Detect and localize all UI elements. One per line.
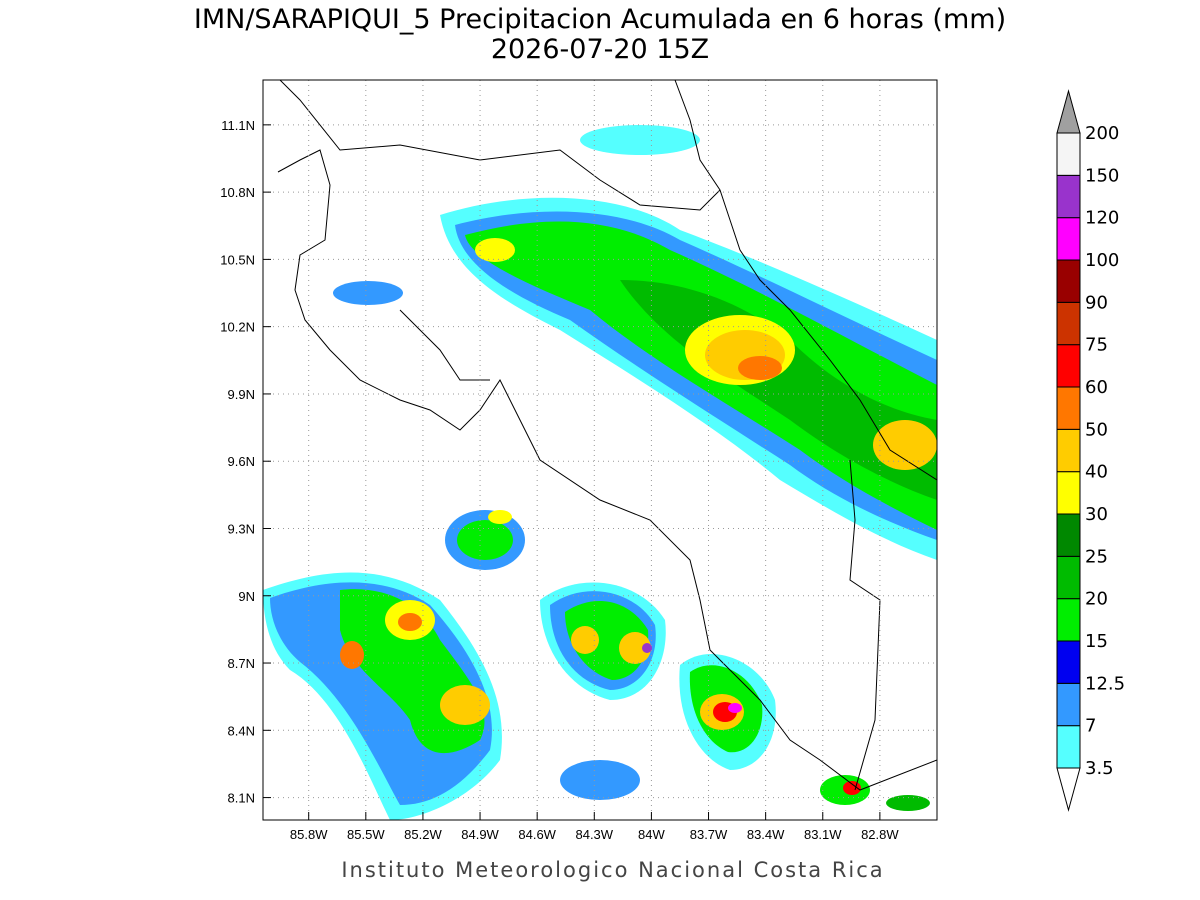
coastlines: [277, 80, 937, 791]
colorbar-label: 20: [1085, 589, 1108, 610]
lat-tick-label: 9.3N: [228, 521, 255, 536]
lat-tick-label: 10.8N: [220, 185, 255, 200]
colorbar: 3.5 7 12.5 15 20 25 30 40 50 60 75 90 100 120 150 200: [1056, 89, 1125, 812]
title: IMN/SARAPIQUI_5 Precipitacion Acumulada …: [194, 4, 1006, 35]
colorbar-bin: [1056, 344, 1081, 388]
lat-tick-label: 9N: [238, 589, 255, 604]
lon-tick-label: 84W: [638, 827, 665, 842]
colorbar-label: 90: [1085, 292, 1108, 313]
footer: Instituto Meteorologico Nacional Costa R…: [341, 858, 884, 882]
lon-tick-label: 84.9W: [461, 827, 499, 842]
northern-border: [279, 80, 721, 211]
colorbar-label: 120: [1085, 208, 1119, 229]
lon-tick-label: 85.2W: [404, 827, 442, 842]
grid: 85.8W 85.5W 85.2W 84.9W 84.6W 84.3W 84W 83.7W 83…: [220, 80, 937, 842]
lon-tick-label: 83.1W: [804, 827, 842, 842]
colorbar-label: 7: [1085, 716, 1096, 737]
colorbar-bin: [1056, 598, 1081, 642]
colorbar-label: 150: [1085, 165, 1119, 186]
colorbar-label: 25: [1085, 546, 1108, 567]
lat-tick-label: 8.7N: [228, 656, 255, 671]
subtitle: 2026-07-20 15Z: [491, 34, 709, 65]
colorbar-label: 60: [1085, 377, 1108, 398]
colorbar-under: [1056, 767, 1081, 812]
colorbar-label: 3.5: [1085, 758, 1114, 779]
colorbar-bin: [1056, 640, 1081, 684]
lat-tick-label: 11.1N: [221, 118, 255, 133]
lon-tick-label: 83.7W: [690, 827, 728, 842]
lat-tick-label: 8.4N: [228, 723, 255, 738]
colorbar-bin: [1056, 513, 1081, 557]
colorbar-label: 75: [1085, 335, 1108, 356]
colorbar-bin: [1056, 301, 1081, 346]
lat-tick-label: 9.6N: [228, 454, 255, 469]
colorbar-bin: [1056, 555, 1081, 600]
colorbar-label: 40: [1085, 462, 1108, 483]
caribbean-coast: [674, 80, 937, 481]
lon-tick-label: 83.4W: [747, 827, 785, 842]
colorbar-bin: [1056, 428, 1081, 473]
colorbar-bin: [1056, 217, 1081, 261]
lat-tick-label: 10.5N: [220, 252, 255, 267]
lon-tick-label: 84.6W: [518, 827, 556, 842]
colorbar-bin: [1056, 132, 1081, 176]
southern-border: [849, 459, 881, 791]
colorbar-bin: [1056, 386, 1081, 430]
colorbar-label: 50: [1085, 419, 1108, 440]
lat-tick-label: 9.9N: [228, 387, 255, 402]
gulf-coast: [399, 309, 490, 381]
pacific-coast: [277, 149, 937, 791]
colorbar-label: 15: [1085, 631, 1108, 652]
colorbar-bin: [1056, 471, 1081, 515]
colorbar-label: 30: [1085, 504, 1108, 525]
colorbar-bin: [1056, 174, 1081, 219]
colorbar-bin: [1056, 259, 1081, 303]
precipitation-field: [263, 125, 937, 820]
map-frame: [262, 79, 938, 821]
lat-tick-label: 8.1N: [228, 791, 255, 806]
colorbar-label: 12.5: [1085, 673, 1125, 694]
colorbar-label: 100: [1085, 250, 1119, 271]
lat-tick-label: 10.2N: [220, 320, 255, 335]
lon-tick-label: 85.8W: [290, 827, 328, 842]
lon-tick-label: 85.5W: [347, 827, 385, 842]
lon-tick-label: 82.8W: [861, 827, 899, 842]
lon-tick-label: 84.3W: [575, 827, 613, 842]
colorbar-label: 200: [1085, 123, 1119, 144]
colorbar-bin: [1056, 725, 1081, 769]
colorbar-bin: [1056, 682, 1081, 727]
colorbar-over: [1056, 89, 1081, 134]
